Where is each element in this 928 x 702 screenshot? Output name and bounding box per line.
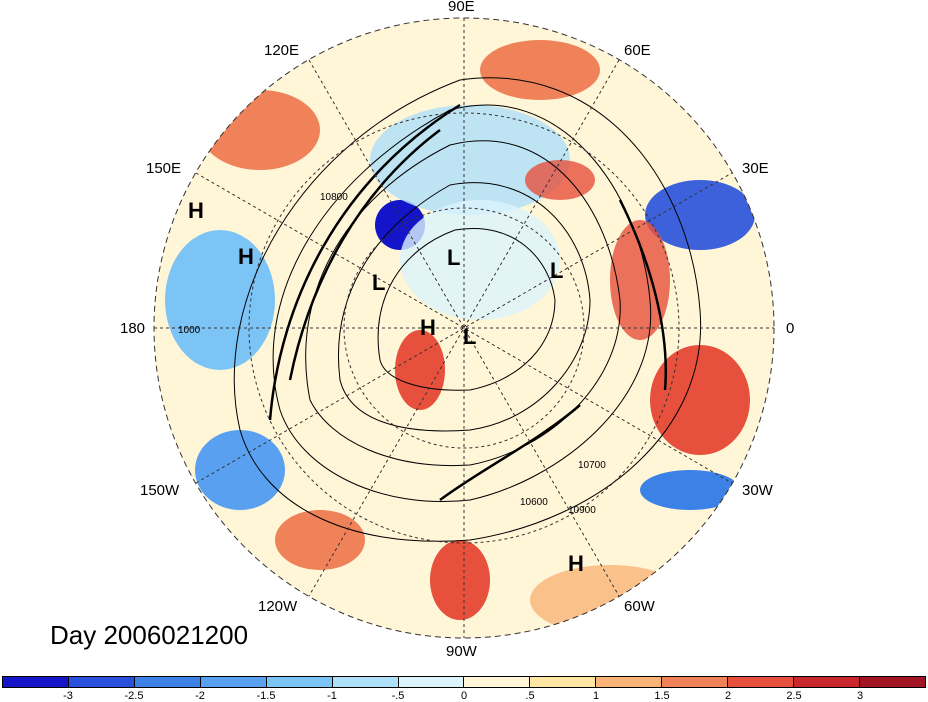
colorbar-tick-label: -.5 [391, 690, 405, 702]
contour-label-10900: 10900 [568, 505, 596, 516]
colorbar-swatch [662, 677, 729, 687]
contour-label-10600: 10600 [520, 497, 548, 508]
colorbar-tick-label: 2 [724, 690, 732, 702]
colorbar-swatch [3, 677, 69, 687]
lon-label-120w: 120W [258, 598, 298, 615]
colorbar-swatch [794, 677, 860, 687]
high-marker: H [420, 315, 436, 340]
high-marker: H [188, 198, 204, 223]
low-marker: L [447, 245, 461, 270]
high-marker: H [238, 244, 254, 269]
colorbar-swatch [332, 677, 399, 687]
colorbar-tick-label: -1 [327, 690, 337, 702]
colorbar-tick-label: .5 [525, 690, 535, 702]
colorbar-tick-label: 2.5 [786, 690, 802, 702]
day-label: Day 2006021200 [50, 620, 249, 650]
colorbar-ticks: -3 -2.5 -2 -1.5 -1 -.5 0 .5 1 1.5 2 2.5 3 [2, 690, 926, 702]
lon-label-60w: 60W [624, 598, 655, 615]
lon-label-90e: 90E [448, 0, 475, 15]
lon-label-60e: 60E [624, 42, 651, 59]
lon-label-150e: 150E [146, 160, 182, 177]
colorbar-tick-label: 1.5 [654, 690, 670, 702]
contour-label-10800: 10800 [320, 192, 348, 203]
lon-label-30e: 30E [742, 160, 769, 177]
graticule [153, 17, 775, 639]
colorbar [2, 676, 926, 688]
low-marker: L [372, 270, 386, 295]
colorbar-swatch [134, 677, 201, 687]
colorbar-tick-label: 3 [856, 690, 864, 702]
colorbar-swatch [266, 677, 333, 687]
jet-contours [268, 103, 667, 502]
colorbar-tick-label: 0 [460, 690, 468, 702]
low-marker: L [463, 324, 477, 349]
colorbar-swatch [530, 677, 597, 687]
colorbar-tick-label: -1.5 [256, 690, 276, 702]
lon-label-30w: 30W [742, 482, 773, 499]
contour-label-1000: 1000 [178, 325, 201, 336]
lon-label-0: 0 [786, 320, 795, 337]
lon-label-90w: 90W [446, 643, 477, 660]
colorbar-swatch [859, 677, 925, 687]
lon-label-180: 180 [120, 320, 146, 337]
colorbar-tick-label: 1 [592, 690, 600, 702]
colorbar-tick-label: -2 [195, 690, 205, 702]
contour-label-10700: 10700 [578, 460, 606, 471]
low-marker: L [550, 258, 564, 283]
colorbar-swatch [68, 677, 135, 687]
lon-label-150w: 150W [140, 482, 180, 499]
colorbar-tick-label: -2.5 [124, 690, 144, 702]
colorbar-swatch [728, 677, 795, 687]
colorbar-swatch [464, 677, 531, 687]
colorbar-swatch [200, 677, 267, 687]
colorbar-tick-label: -3 [63, 690, 73, 702]
high-marker: H [568, 551, 584, 576]
colorbar-swatch [596, 677, 663, 687]
colorbar-swatch [398, 677, 465, 687]
lon-label-120e: 120E [264, 42, 300, 59]
